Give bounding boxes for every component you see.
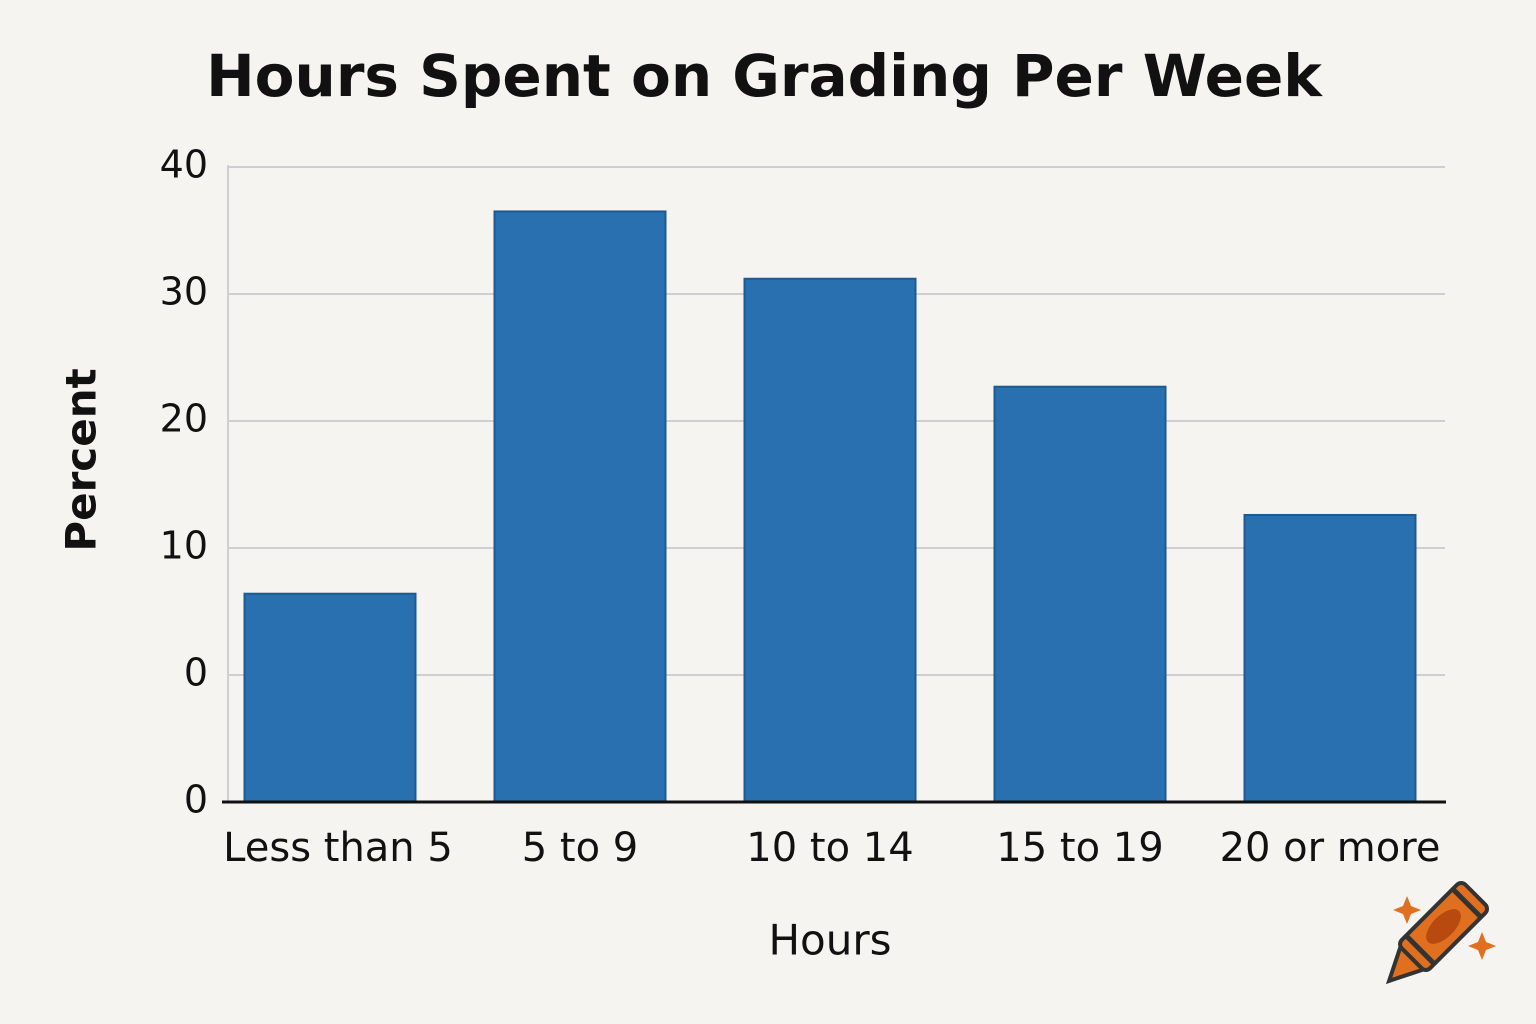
x-tick-label: Less than 5 (223, 825, 453, 871)
x-tick-label: 5 to 9 (522, 825, 638, 871)
y-tick-label: 10 (160, 524, 208, 568)
sparkle (1393, 896, 1421, 924)
x-tick-label: 10 to 14 (746, 825, 913, 871)
y-tick-label: 30 (160, 270, 208, 314)
sparkle (1468, 932, 1496, 960)
y-axis-label: Percent (57, 368, 106, 551)
bar (243, 592, 417, 803)
x-axis-label: Hours (768, 916, 891, 965)
bar (743, 277, 917, 803)
crayon-icon (1385, 880, 1490, 985)
y-tick-label: 0 (184, 778, 208, 822)
x-tick-label: 15 to 19 (996, 825, 1163, 871)
bar (493, 210, 667, 803)
y-tick-label: 40 (160, 143, 208, 187)
y-tick-label: 20 (160, 397, 208, 441)
chart-title: Hours Spent on Grading Per Week (206, 42, 1323, 110)
bar (993, 385, 1167, 803)
x-tick-label: 20 or more (1220, 825, 1441, 871)
bar (1243, 513, 1417, 803)
y-tick-label: 0 (184, 651, 208, 695)
